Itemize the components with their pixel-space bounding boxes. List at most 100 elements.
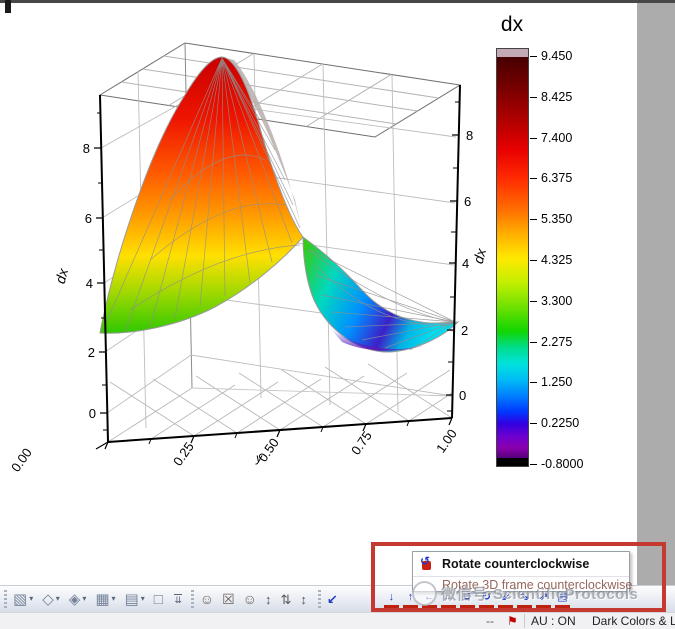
status-theme[interactable]: Dark Colors & Light G — [592, 614, 675, 628]
colorbar-tick — [530, 382, 537, 383]
z-right-tick-label: 0 — [459, 388, 467, 403]
rotate-clockwise-button[interactable]: ↻ — [478, 590, 494, 608]
mask-toggle-button[interactable]: ☺ — [241, 588, 259, 610]
colorbar-tick — [530, 138, 537, 139]
z-right-tick-label: 6 — [464, 194, 472, 209]
colorbar-tick-label: 4.325 — [541, 253, 573, 267]
window-corner-notch — [5, 0, 11, 13]
colorbar-tick-label: 0.2250 — [541, 416, 580, 430]
3d-matrix-button[interactable]: ▦ ▾ — [93, 588, 117, 610]
toolbar-grip[interactable] — [190, 590, 194, 608]
reset-rotation-button[interactable]: ▤ — [554, 590, 570, 608]
toolbar-overflow-button[interactable]: ⇊ — [172, 593, 185, 605]
y-axis-title: y — [256, 451, 262, 465]
rotate-down-button[interactable]: ↓ — [383, 590, 399, 608]
graph-window-button[interactable]: □ — [152, 588, 165, 610]
tilt-right-button[interactable]: ⇘ — [516, 590, 532, 608]
z-axis-left[interactable] — [94, 94, 109, 443]
floor-grid — [107, 363, 453, 443]
menu-item-label: Rotate 3D frame counterclockwise — [442, 578, 633, 592]
colorbar-tick — [530, 97, 537, 98]
y-tick-label: 0.00 — [8, 445, 35, 475]
rotate-cw-icon: ↻ — [481, 591, 491, 603]
toolbar-grip[interactable] — [317, 590, 321, 608]
move-column-button[interactable]: ⇅ — [278, 588, 293, 610]
colorbar-tick — [530, 56, 537, 57]
chevron-down-icon[interactable]: ▾ — [82, 594, 87, 603]
3d-open-box-icon: ◇ — [42, 590, 54, 608]
z-tick-label: 4 — [85, 276, 93, 291]
status-auto-update[interactable]: AU : ON — [531, 614, 576, 628]
z-tick-label: 2 — [87, 345, 95, 360]
status-separator — [524, 614, 525, 628]
rotate-right-button[interactable]: → — [440, 590, 456, 608]
y-axis-bottom[interactable] — [95, 417, 453, 450]
y-tick-label: 1.00 — [433, 426, 460, 456]
z-tick-label: 0 — [88, 406, 96, 421]
increase-perspective-button[interactable]: ⇗ — [535, 590, 551, 608]
menu-item-rotate-3d-frame-counterclockwise[interactable]: Rotate 3D frame counterclockwise — [413, 577, 633, 592]
mask-range-button[interactable]: ☺ — [198, 588, 216, 610]
surface-valley-lobe[interactable] — [302, 236, 460, 353]
arrow-down-left-icon: ⇙ — [500, 591, 510, 603]
colorbar-tick — [530, 219, 537, 220]
3d-surface-graph-button[interactable]: ▧ ▾ — [11, 588, 35, 610]
vertical-arrow-icon: ↕ — [300, 591, 307, 607]
arrow-right-icon: → — [442, 591, 454, 603]
chevron-down-icon[interactable]: ▾ — [55, 594, 60, 603]
chevron-down-icon[interactable]: ▾ — [111, 594, 116, 603]
z-right-tick-label: 8 — [466, 128, 474, 143]
overflow-bar — [174, 593, 183, 595]
y-tick-label: 0.25 — [170, 439, 197, 469]
colorbar[interactable] — [496, 48, 529, 467]
colorbar-tick-label: 9.450 — [541, 49, 573, 63]
colorbar-below-range — [497, 458, 528, 466]
arrow-down-right-icon: ⇘ — [519, 591, 529, 603]
status-bar: -- ⚑ AU : ON Dark Colors & Light G — [0, 612, 675, 629]
z-axis-right[interactable] — [446, 84, 461, 419]
bottom-toolbar: ▧ ▾ ◇ ▾ ◈ ▾ ▦ ▾ ▤ ▾ □ ⇊ ☺ ☒ ☺ ↕ ⇅ — [0, 585, 675, 612]
colorbar-title: dx — [500, 13, 524, 36]
colorbar-tick — [530, 342, 537, 343]
3d-wireframe-icon: ▤ — [124, 590, 139, 608]
rotate-pointer-button[interactable]: ↙ — [325, 592, 340, 607]
status-dashes: -- — [486, 614, 494, 628]
chevron-down-icon[interactable]: ▾ — [29, 594, 34, 603]
menu-item-label: Rotate counterclockwise — [442, 557, 590, 571]
surface-mesh — [102, 57, 456, 351]
valley-shadow — [330, 328, 428, 351]
rotate-up-button[interactable]: ↑ — [402, 590, 418, 608]
rotate-ccw-icon: ↺ — [420, 553, 431, 570]
colorbar-tick — [530, 178, 537, 179]
3d-wireframe-button[interactable]: ▤ ▾ — [123, 588, 147, 610]
arrow-up-right-icon: ⇗ — [538, 591, 548, 603]
toolbar-grip[interactable] — [4, 590, 7, 608]
resize-column-button[interactable]: ↕ — [298, 588, 309, 610]
workspace-margin — [637, 3, 675, 585]
surface-plot-3d[interactable] — [0, 0, 675, 560]
3d-open-box-button[interactable]: ◇ ▾ — [40, 588, 62, 610]
3d-cube-icon: ◈ — [68, 590, 81, 608]
unmask-range-button[interactable]: ☒ — [220, 588, 237, 610]
set-column-value-button[interactable]: ↕ — [263, 588, 274, 610]
rotate-counterclockwise-button[interactable]: ↺ — [459, 590, 475, 608]
arrow-down-left-icon: ↙ — [326, 591, 338, 607]
up-down-arrows-icon: ⇅ — [280, 591, 292, 607]
tilt-left-button[interactable]: ⇙ — [497, 590, 513, 608]
arrow-down-icon: ↓ — [388, 591, 395, 603]
z-tick-label: 8 — [82, 141, 90, 156]
3d-surface-icon: ▧ — [13, 590, 28, 608]
flag-icon[interactable]: ⚑ — [507, 614, 518, 628]
colorbar-tick-label: 5.350 — [541, 212, 573, 226]
colorbar-tick-label: 3.300 — [541, 294, 573, 308]
rotate-left-button[interactable]: ← — [421, 590, 437, 608]
3d-cube-button[interactable]: ◈ ▾ — [67, 588, 89, 610]
colorbar-tick-label: 6.375 — [541, 171, 573, 185]
menu-item-rotate-counterclockwise[interactable]: ↺ Rotate counterclockwise — [413, 552, 629, 577]
arrow-left-icon: ← — [423, 591, 435, 603]
z-right-tick-label: 2 — [461, 323, 469, 338]
y-tick-label: 0.75 — [348, 428, 375, 458]
chevron-down-icon[interactable]: ▾ — [140, 594, 145, 603]
rotate-flyout-menu: ↺ Rotate counterclockwise Rotate 3D fram… — [412, 551, 633, 592]
